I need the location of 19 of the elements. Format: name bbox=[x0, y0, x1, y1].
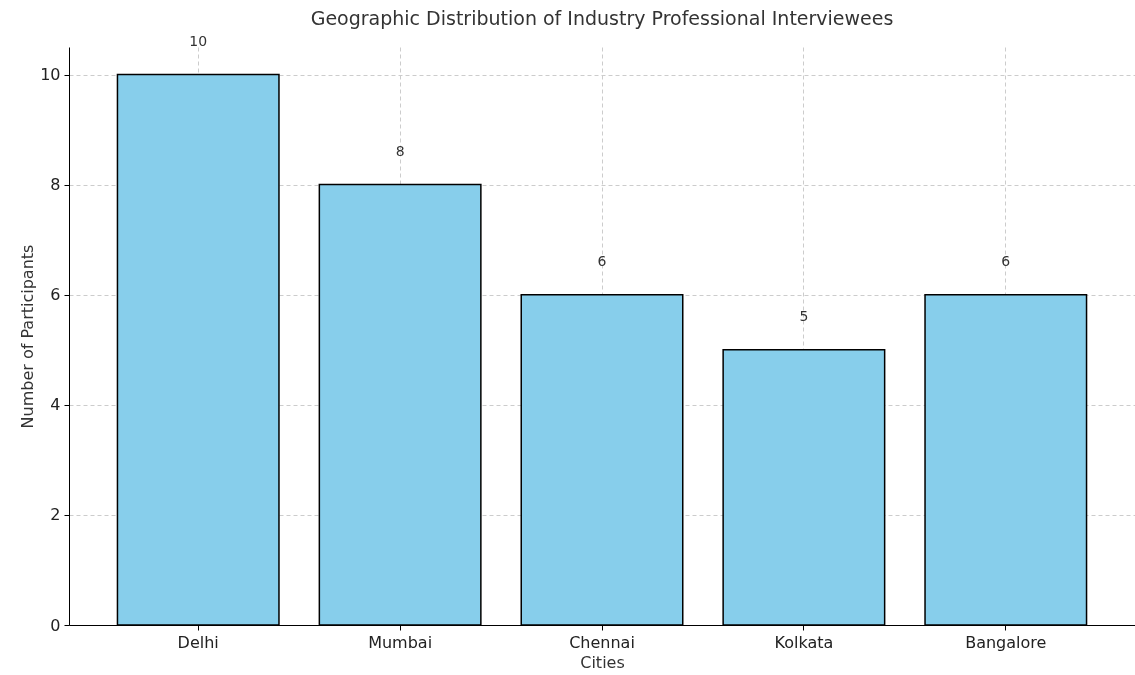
data-label: 10 bbox=[189, 32, 208, 49]
data-label: 6 bbox=[1001, 252, 1011, 269]
x-tick-label: Bangalore bbox=[965, 632, 1047, 652]
data-label: 8 bbox=[395, 142, 405, 159]
y-tick-label: 6 bbox=[50, 285, 61, 305]
x-axis-title: Cities bbox=[580, 652, 625, 672]
data-label: 5 bbox=[799, 307, 809, 324]
y-tick-label: 2 bbox=[50, 505, 61, 525]
x-tick-label: Mumbai bbox=[368, 632, 433, 652]
y-tick-label: 10 bbox=[40, 65, 61, 85]
data-label: 6 bbox=[597, 252, 607, 269]
y-axis-title: Number of Participants bbox=[18, 244, 38, 429]
x-tick-label: Kolkata bbox=[774, 632, 834, 652]
y-tick-label: 0 bbox=[50, 615, 61, 635]
chart-title: Geographic Distribution of Industry Professional Interviewees bbox=[310, 6, 894, 29]
y-tick-label: 4 bbox=[50, 395, 61, 415]
x-tick-label: Chennai bbox=[569, 632, 635, 652]
x-tick-label: Delhi bbox=[177, 632, 219, 652]
y-tick-label: 8 bbox=[50, 175, 61, 195]
